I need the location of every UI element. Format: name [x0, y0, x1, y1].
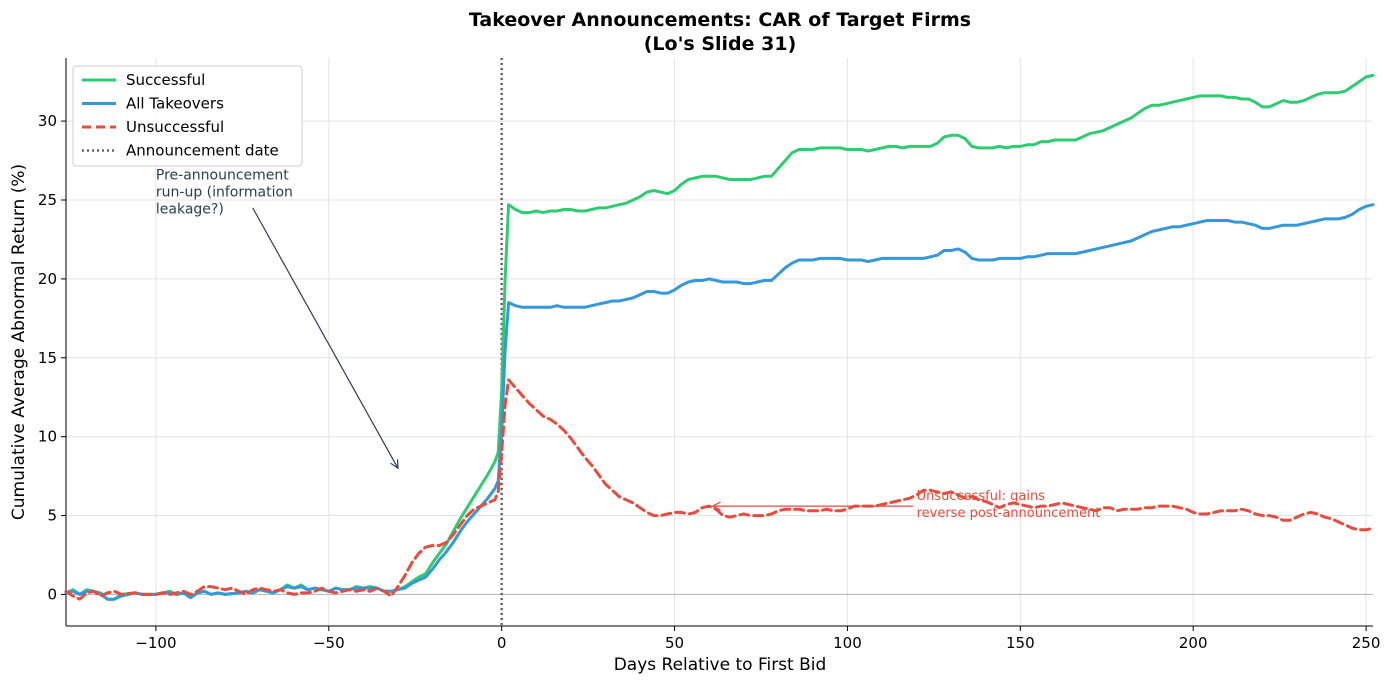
y-axis-label: Cumulative Average Abnormal Return (%): [9, 164, 29, 520]
annotation-text: reverse post-announcement: [917, 506, 1101, 521]
y-tick-label: 25: [38, 191, 57, 209]
x-tick-label: 150: [1006, 634, 1035, 652]
series-layer: [64, 73, 1375, 601]
legend-label-all-takeovers: All Takeovers: [126, 95, 224, 113]
unsuccessful-series-line: [64, 378, 1375, 601]
legend-label-announcement-date: Announcement date: [126, 142, 279, 160]
all-takeovers-series-line: [64, 203, 1375, 601]
legend-label-unsuccessful: Unsuccessful: [126, 118, 224, 136]
annotation-text: run-up (information: [156, 184, 293, 200]
x-tick-label: 100: [833, 634, 862, 652]
y-tick-label: 30: [38, 112, 57, 130]
y-tick-label: 5: [47, 507, 57, 525]
legend-box: [72, 65, 303, 167]
y-tick-label: 15: [38, 349, 57, 367]
annotation-text: leakage?): [156, 201, 224, 217]
x-axis-label: Days Relative to First Bid: [614, 655, 827, 675]
grid: [66, 58, 1373, 626]
x-tick-label: 200: [1179, 634, 1208, 652]
y-tick-label: 0: [47, 585, 57, 603]
y-tick-label: 10: [38, 428, 57, 446]
axes: −100 −50 0 50 100 150 200 250 0 5 10 15 20 25 30: [38, 58, 1380, 652]
x-tick-label: 250: [1352, 634, 1381, 652]
y-tick-label: 20: [38, 270, 57, 288]
x-tick-label: 0: [497, 634, 507, 652]
chart-title: Takeover Announcements: CAR of Target Fi…: [469, 9, 971, 31]
annotation-arrow: [252, 207, 398, 468]
chart-subtitle: (Lo's Slide 31): [644, 33, 797, 55]
annotation-text: Unsuccessful: gains: [917, 489, 1046, 504]
legend: Successful All Takeovers Unsuccessful Annou…: [72, 65, 303, 167]
annotation-text: Pre-announcement: [156, 167, 289, 183]
x-tick-label: −100: [135, 634, 176, 652]
x-tick-label: 50: [665, 634, 684, 652]
x-tick-label: −50: [313, 634, 345, 652]
legend-label-successful: Successful: [126, 71, 205, 89]
